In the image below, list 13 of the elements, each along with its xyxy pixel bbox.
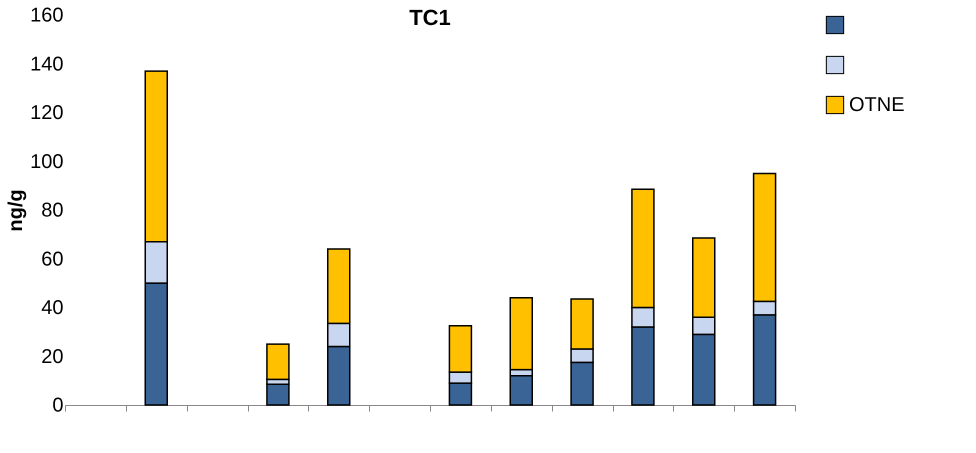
bar — [266, 384, 290, 406]
y-tick-label: 20 — [41, 346, 64, 368]
chart-title: TC1 — [409, 5, 451, 30]
legend-label: OTNE — [849, 94, 905, 116]
y-tick-label: 140 — [30, 53, 64, 76]
y-tick-label: 100 — [30, 150, 64, 173]
y-tick-label: 80 — [41, 200, 64, 222]
y-tick-label: 40 — [41, 297, 64, 319]
y-axis-title: ng/g — [5, 189, 28, 232]
y-tick-label: 60 — [41, 248, 64, 270]
y-tick-label: 120 — [30, 102, 64, 124]
y-tick-label: 160 — [30, 4, 64, 26]
y-tick-label: 0 — [52, 394, 64, 416]
